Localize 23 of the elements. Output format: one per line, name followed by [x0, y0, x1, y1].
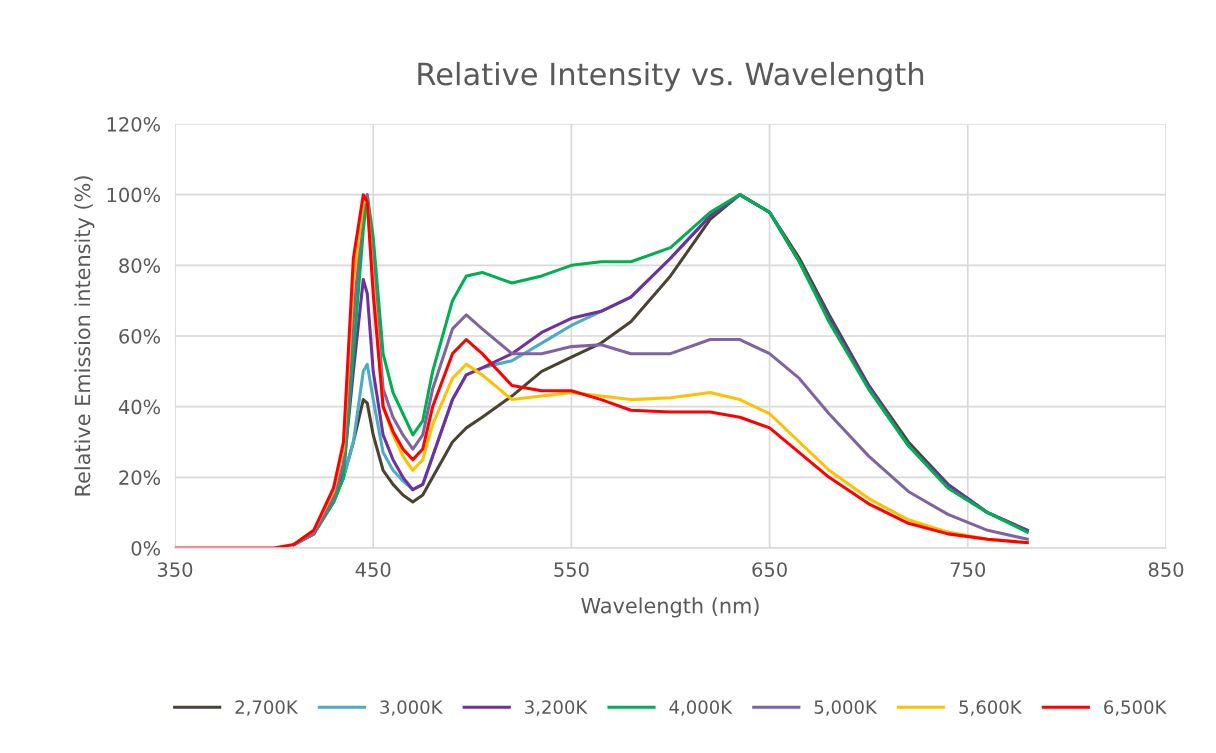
- legend-label: 4,000K: [669, 700, 733, 716]
- legend-label: 3,000K: [380, 700, 443, 716]
- legend-label: 6,500K: [1104, 700, 1167, 716]
- legend-label: 3,200K: [525, 700, 588, 716]
- x-tick-label: 450: [355, 562, 391, 577]
- legend-label: 5,600K: [959, 700, 1022, 716]
- x-tick-label: 550: [554, 562, 589, 577]
- y-tick-label: 60%: [119, 328, 161, 344]
- y-tick-label: 100%: [107, 187, 161, 203]
- x-axis-title: Wavelength (nm): [581, 597, 759, 618]
- y-axis-title: Relative Emission intensity (%): [74, 176, 95, 496]
- x-tick-label: 850: [1148, 562, 1184, 577]
- legend-label: 2,700K: [235, 700, 299, 716]
- legend-label: 5,000K: [814, 700, 878, 716]
- x-tick-label: 750: [950, 562, 986, 577]
- y-tick-label: 0%: [131, 540, 161, 556]
- y-tick-label: 20%: [119, 470, 161, 485]
- y-tick-label: 40%: [118, 399, 161, 415]
- y-tick-label: 120%: [107, 116, 161, 132]
- chart-title: Relative Intensity vs. Wavelength: [418, 61, 924, 92]
- x-tick-label: 650: [752, 562, 787, 577]
- x-tick-label: 350: [157, 562, 193, 577]
- y-tick-label: 80%: [119, 258, 161, 273]
